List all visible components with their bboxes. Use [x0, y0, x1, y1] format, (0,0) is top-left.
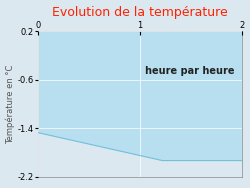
Polygon shape: [38, 32, 242, 161]
Text: heure par heure: heure par heure: [145, 66, 234, 76]
Y-axis label: Température en °C: Température en °C: [6, 64, 15, 144]
Title: Evolution de la température: Evolution de la température: [52, 6, 228, 19]
